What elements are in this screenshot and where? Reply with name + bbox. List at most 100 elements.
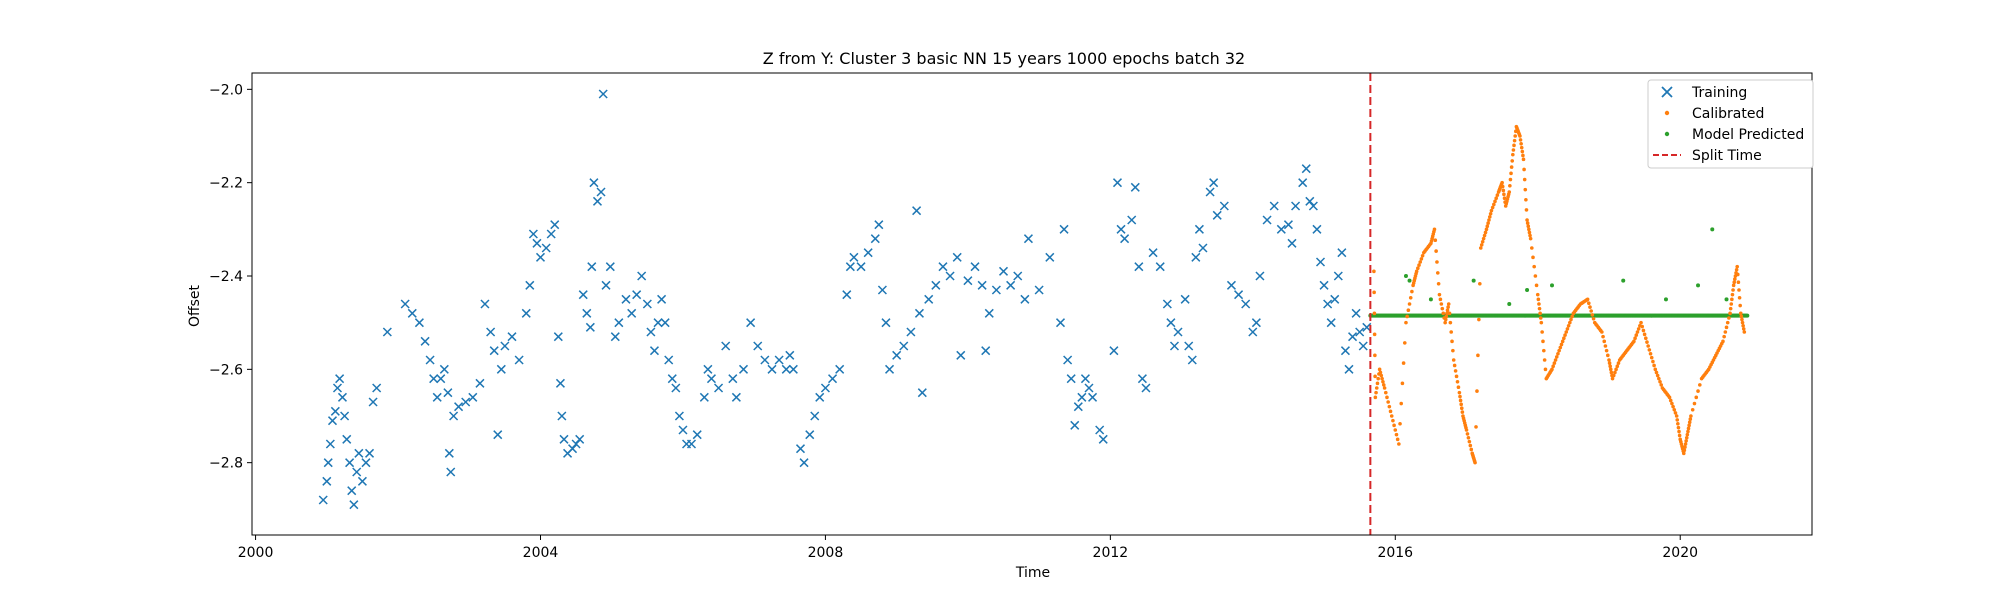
calibrated-point (1589, 309, 1593, 313)
training-point (535, 252, 546, 262)
calibrated-point (1399, 401, 1404, 406)
training-point (660, 318, 670, 328)
training-point (354, 448, 364, 458)
training-point (365, 448, 375, 458)
calibrated-point (1537, 306, 1542, 311)
calibrated-point (1373, 353, 1377, 358)
legend-marker-model-predicted (1664, 131, 1670, 137)
calibrated-point (1459, 406, 1464, 411)
calibrated-point (1735, 264, 1740, 269)
training-point (991, 285, 1001, 295)
calibrated-point (1633, 336, 1637, 341)
training-point (493, 430, 503, 440)
calibrated-point (1530, 246, 1534, 250)
calibrated-point (1465, 432, 1470, 436)
training-point (347, 486, 357, 496)
training-point (1055, 318, 1066, 328)
training-point (1355, 327, 1365, 337)
calibrated-point (1731, 283, 1736, 288)
training-point (486, 327, 496, 337)
training-point (425, 355, 435, 365)
training-point (1283, 220, 1293, 230)
calibrated-point (1376, 376, 1380, 381)
calibrated-point (1407, 302, 1412, 306)
calibrated-point (1521, 153, 1525, 158)
training-point (330, 406, 340, 416)
training-point (646, 327, 656, 337)
training-point (856, 262, 866, 272)
training-point (870, 234, 880, 244)
calibrated-point (1519, 145, 1524, 150)
training-point (528, 229, 538, 239)
calibrated-point (1476, 353, 1480, 358)
calibrated-point (1378, 370, 1383, 375)
calibrated-point (1537, 302, 1541, 306)
calibrated-point (1694, 395, 1699, 400)
training-point (342, 434, 352, 444)
calibrated-point (1528, 236, 1533, 241)
training-point (1059, 224, 1069, 234)
calibrated-point (1444, 314, 1449, 319)
calibrated-point (1687, 420, 1692, 425)
training-point (1180, 294, 1190, 304)
calibrated-point (1511, 148, 1516, 152)
x-tick-label: 2020 (1662, 545, 1698, 561)
calibrated-point (1641, 328, 1646, 333)
calibrated-point (1489, 208, 1494, 213)
calibrated-point (1735, 272, 1740, 277)
training-point (1205, 187, 1215, 197)
calibrated-point (1387, 404, 1392, 409)
calibrated-point (1587, 301, 1591, 306)
training-point (1226, 280, 1236, 290)
calibrated-point (1560, 339, 1565, 344)
calibrated-point (1372, 290, 1376, 295)
training-point (931, 280, 941, 290)
x-tick-label: 2004 (523, 545, 559, 561)
training-point (699, 392, 709, 402)
calibrated-point (1512, 143, 1516, 148)
calibrated-point (1614, 367, 1618, 372)
calibrated-point (1419, 257, 1424, 261)
calibrated-point (1562, 336, 1566, 341)
calibrated-point (1737, 288, 1741, 292)
training-point (525, 280, 535, 290)
calibrated-point (1613, 370, 1617, 375)
calibrated-point (1651, 359, 1655, 364)
y-tick-label: −2.6 (209, 362, 243, 378)
training-point (475, 378, 485, 388)
calibrated-point (1722, 334, 1726, 339)
calibrated-point (1672, 407, 1677, 412)
calibrated-point (1687, 423, 1691, 428)
calibrated-point (1552, 361, 1557, 365)
legend-item-calibrated: Calibrated (1664, 106, 1764, 122)
calibrated-point (1523, 187, 1528, 192)
training-point (892, 350, 902, 360)
calibrated-point (1374, 386, 1379, 390)
calibrated-point (1493, 199, 1497, 204)
calibrated-point (1551, 364, 1555, 369)
training-point (1088, 392, 1098, 402)
training-point (917, 388, 927, 398)
training-point (1127, 215, 1137, 225)
calibrated-point (1397, 442, 1401, 446)
calibrated-point (1436, 281, 1441, 286)
training-point (446, 467, 456, 477)
calibrated-point (1725, 320, 1730, 325)
x-axis-ticks: 2000 2004 2008 2012 2016 2020 (238, 535, 1698, 561)
calibrated-point (1452, 363, 1457, 368)
training-point (914, 308, 924, 318)
calibrated-point (1401, 361, 1406, 365)
training-point (444, 448, 454, 458)
training-point (1098, 434, 1108, 444)
calibrated-point (1459, 402, 1463, 407)
training-point (436, 374, 446, 384)
training-point (596, 187, 606, 197)
training-point (361, 458, 371, 468)
calibrated-point (1608, 364, 1612, 369)
training-point (601, 280, 611, 290)
training-point (432, 392, 442, 402)
calibrated-point (1414, 269, 1419, 274)
training-point (1095, 425, 1105, 435)
training-point (337, 392, 347, 402)
calibrated-point (1610, 376, 1615, 381)
